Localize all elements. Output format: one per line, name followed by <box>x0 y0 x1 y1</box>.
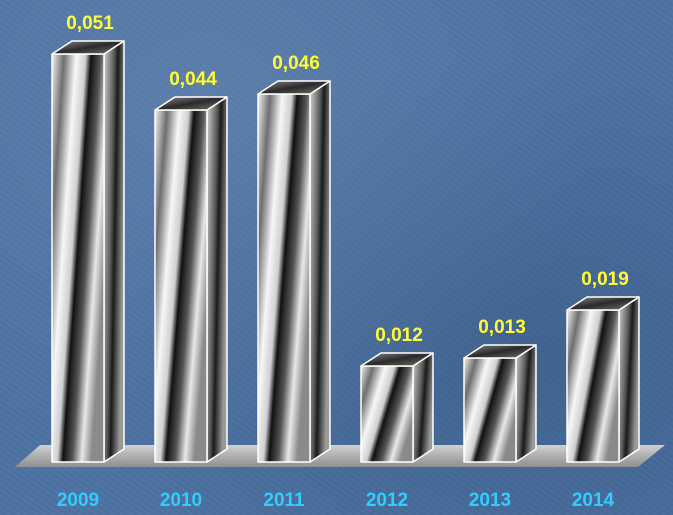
bar-2010 <box>154 96 228 463</box>
bar-2013 <box>463 344 537 463</box>
bar-side-face <box>309 80 331 463</box>
bar-top-face <box>154 96 228 111</box>
category-label-2009: 2009 <box>57 490 99 511</box>
bar-top-face <box>566 296 640 311</box>
category-label-2014: 2014 <box>572 490 615 511</box>
bar-side-face <box>618 296 640 463</box>
value-label-2010: 0,044 <box>169 69 217 90</box>
bar-2012 <box>360 352 434 463</box>
value-label-2012: 0,012 <box>375 325 423 346</box>
bar-side-face <box>515 344 537 463</box>
bar-front-face <box>154 109 208 463</box>
value-label-2014: 0,019 <box>581 269 629 290</box>
category-label-2011: 2011 <box>263 490 305 511</box>
bar-side-face <box>206 96 228 463</box>
bar-2009 <box>51 40 125 463</box>
value-label-2009: 0,051 <box>66 13 114 34</box>
value-label-2011: 0,046 <box>272 53 320 74</box>
bar-top-face <box>51 40 125 55</box>
category-label-2013: 2013 <box>469 490 511 511</box>
bar-front-face <box>360 365 414 463</box>
category-label-2010: 2010 <box>160 490 202 511</box>
bar-top-face <box>257 80 331 95</box>
category-label-2012: 2012 <box>366 490 408 511</box>
bar-2011 <box>257 80 331 463</box>
value-label-2013: 0,013 <box>478 317 526 338</box>
category-labels-group: 2009 2010 2011 2012 2013 2014 <box>57 490 615 511</box>
bar-side-face <box>412 352 434 463</box>
bar-2014 <box>566 296 640 463</box>
bar-front-face <box>257 93 311 463</box>
bar-top-face <box>360 352 434 367</box>
bar-front-face <box>566 309 620 463</box>
value-labels-group: 0,051 0,044 0,046 0,012 0,013 0,019 <box>66 13 629 346</box>
bar-front-face <box>463 357 517 463</box>
bar-front-face <box>51 53 105 463</box>
bar-side-face <box>103 40 125 463</box>
bars-group <box>51 40 640 463</box>
bar-top-face <box>463 344 537 359</box>
